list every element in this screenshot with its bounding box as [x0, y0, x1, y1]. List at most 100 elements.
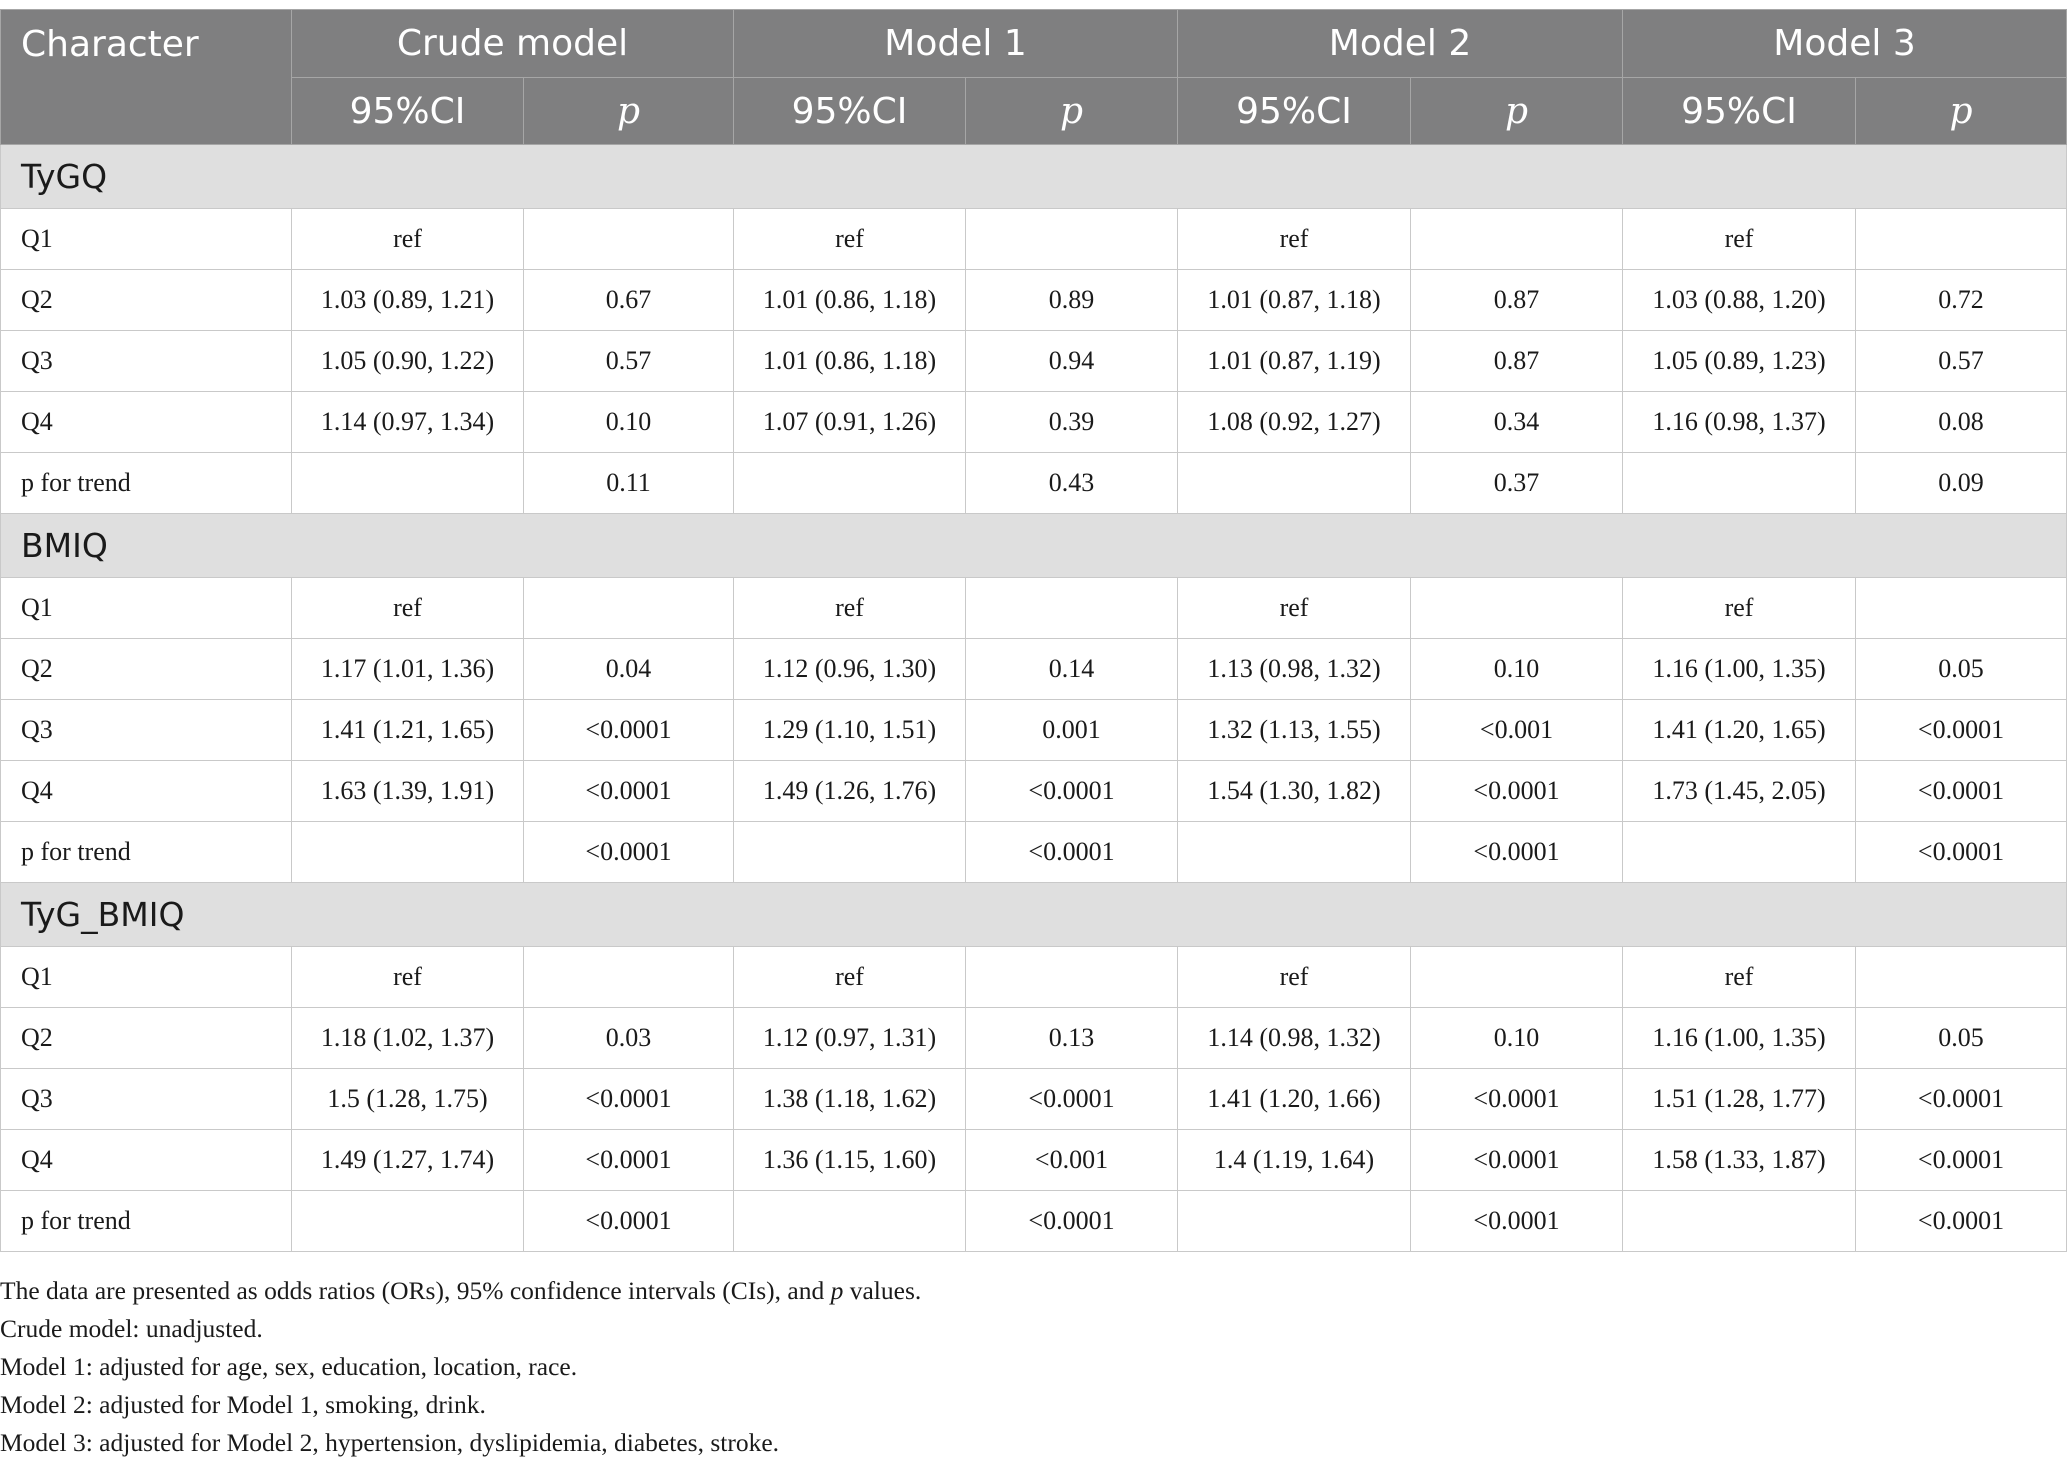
p-value-cell [522, 946, 735, 1008]
ci-cell: 1.32 (1.13, 1.55) [1177, 699, 1412, 761]
ci-cell: 1.01 (0.87, 1.18) [1177, 269, 1412, 331]
ci-cell: 1.36 (1.15, 1.60) [733, 1129, 967, 1191]
p-value-cell [1855, 208, 2068, 270]
p-value-cell: <0.001 [965, 1129, 1179, 1191]
p-value-cell: 0.87 [1410, 269, 1624, 331]
footnote-model-1: Model 1: adjusted for age, sex, educatio… [0, 1352, 578, 1381]
results-table: Character Crude model Model 1 Model 2 Mo… [0, 9, 2068, 1252]
character-header: Character [0, 9, 292, 145]
model-header-2: Model 2 [1177, 9, 1624, 78]
ci-cell: ref [1177, 946, 1412, 1008]
p-value-cell: 0.57 [1855, 330, 2068, 392]
table-row: Q2 1.18 (1.02, 1.37) 0.03 1.12 (0.97, 1.31)… [0, 1007, 2068, 1069]
p-value-cell: 0.09 [1855, 452, 2068, 514]
p-value-cell: <0.0001 [1410, 760, 1624, 822]
table-row: Q3 1.41 (1.21, 1.65) <0.0001 1.29 (1.10, 1.… [0, 699, 2068, 761]
row-label: Q4 [0, 1129, 292, 1191]
p-value-cell: 0.39 [965, 391, 1179, 453]
p-value-cell: 0.10 [1410, 638, 1624, 700]
p-value-cell: 0.10 [522, 391, 735, 453]
ci-cell: 1.58 (1.33, 1.87) [1622, 1129, 1857, 1191]
model-header-1: Model 1 [733, 9, 1179, 78]
p-value-cell: 0.89 [965, 269, 1179, 331]
table-footnotes: The data are presented as odds ratios (O… [0, 1272, 2060, 1462]
results-table-container: Character Crude model Model 1 Model 2 Mo… [0, 9, 2068, 1252]
footnote-line: The data are presented as odds ratios (O… [0, 1272, 2060, 1310]
ci-cell: 1.49 (1.26, 1.76) [733, 760, 967, 822]
p-value-cell [965, 577, 1179, 639]
group-label: TyGQ [0, 144, 2068, 209]
ci-cell: 1.38 (1.18, 1.62) [733, 1068, 967, 1130]
p-value-cell: 0.13 [965, 1007, 1179, 1069]
ci-cell [733, 821, 967, 883]
ci-cell: 1.18 (1.02, 1.37) [291, 1007, 524, 1069]
ci-cell [1177, 452, 1412, 514]
p-value-cell: <0.0001 [522, 1190, 735, 1252]
p-value-cell: <0.0001 [1855, 1068, 2068, 1130]
p-value-cell: <0.0001 [522, 699, 735, 761]
table-row: Q4 1.14 (0.97, 1.34) 0.10 1.07 (0.91, 1.26)… [0, 391, 2068, 453]
group-row: BMIQ [0, 513, 2068, 578]
p-value-cell: <0.0001 [1855, 1190, 2068, 1252]
ci-cell: 1.14 (0.97, 1.34) [291, 391, 524, 453]
footnote-p-italic: p [830, 1276, 844, 1305]
table-row: p for trend <0.0001 <0.0001 <0.0001 <0.0001 [0, 821, 2068, 883]
footnote-text: The data are presented as odds ratios (O… [0, 1276, 831, 1305]
p-value-cell: <0.0001 [965, 821, 1179, 883]
p-value-cell: <0.0001 [522, 760, 735, 822]
p-value-cell: 0.72 [1855, 269, 2068, 331]
group-row: TyGQ [0, 144, 2068, 209]
ci-cell: 1.41 (1.21, 1.65) [291, 699, 524, 761]
ci-cell [291, 1190, 524, 1252]
ci-cell: 1.01 (0.86, 1.18) [733, 269, 967, 331]
footnote-text: values. [843, 1276, 922, 1305]
p-value-cell [1410, 208, 1624, 270]
footnote-model-3: Model 3: adjusted for Model 2, hypertens… [0, 1428, 780, 1457]
ci-cell [1177, 821, 1412, 883]
p-header: p [1410, 77, 1624, 145]
p-value-cell [1410, 577, 1624, 639]
ci-cell [733, 1190, 967, 1252]
table-row: Q3 1.05 (0.90, 1.22) 0.57 1.01 (0.86, 1.18)… [0, 330, 2068, 392]
ci-cell: 1.07 (0.91, 1.26) [733, 391, 967, 453]
ci-cell: 1.01 (0.86, 1.18) [733, 330, 967, 392]
ci-cell: ref [1622, 946, 1857, 1008]
row-label: Q3 [0, 1068, 292, 1130]
ci-cell [291, 452, 524, 514]
p-value-cell: <0.0001 [1410, 1129, 1624, 1191]
row-label: Q1 [0, 946, 292, 1008]
group-label: TyG_BMIQ [0, 882, 2068, 947]
p-value-cell: <0.0001 [1855, 699, 2068, 761]
p-value-cell [522, 577, 735, 639]
ci-cell: 1.16 (1.00, 1.35) [1622, 638, 1857, 700]
ci-cell: ref [733, 577, 967, 639]
ci-cell: 1.49 (1.27, 1.74) [291, 1129, 524, 1191]
ci-cell: ref [1622, 208, 1857, 270]
p-value-cell [1855, 577, 2068, 639]
ci-cell [1622, 821, 1857, 883]
table-body: TyGQ Q1 ref ref ref ref Q2 1.03 (0.89, 1.21) 0.6… [0, 144, 2068, 1252]
ci-cell: 1.03 (0.89, 1.21) [291, 269, 524, 331]
p-value-cell: <0.0001 [965, 1068, 1179, 1130]
p-header: p [965, 77, 1179, 145]
row-label: Q4 [0, 760, 292, 822]
ci-cell [1622, 1190, 1857, 1252]
table-row: Q1 ref ref ref ref [0, 577, 2068, 639]
p-value-cell: 0.37 [1410, 452, 1624, 514]
table-row: Q1 ref ref ref ref [0, 208, 2068, 270]
footnote-model-2: Model 2: adjusted for Model 1, smoking, … [0, 1390, 486, 1419]
table-row: Q1 ref ref ref ref [0, 946, 2068, 1008]
p-value-cell: <0.0001 [522, 1068, 735, 1130]
ci-cell: 1.29 (1.10, 1.51) [733, 699, 967, 761]
p-value-cell [1410, 946, 1624, 1008]
ci-cell: 1.08 (0.92, 1.27) [1177, 391, 1412, 453]
p-value-cell: <0.0001 [1410, 821, 1624, 883]
p-value-cell: <0.0001 [522, 821, 735, 883]
p-header: p [522, 77, 735, 145]
p-value-cell: 0.94 [965, 330, 1179, 392]
p-value-cell: 0.87 [1410, 330, 1624, 392]
table-row: p for trend <0.0001 <0.0001 <0.0001 <0.0001 [0, 1190, 2068, 1252]
table-row: Q3 1.5 (1.28, 1.75) <0.0001 1.38 (1.18, 1.6… [0, 1068, 2068, 1130]
p-value-cell [1855, 946, 2068, 1008]
ci-header: 95%CI [1622, 77, 1857, 145]
